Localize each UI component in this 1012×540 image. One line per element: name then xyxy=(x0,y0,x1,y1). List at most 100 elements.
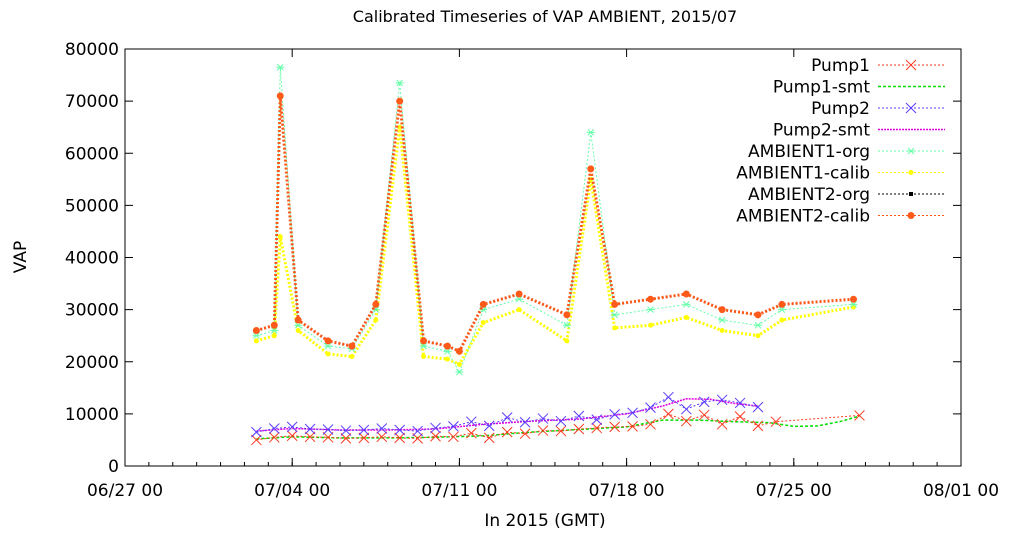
point-pump1 xyxy=(465,427,477,439)
point-pump2 xyxy=(609,409,621,420)
point-pump1 xyxy=(286,430,298,442)
point-pump2 xyxy=(627,407,638,419)
point-ambient1-calib xyxy=(564,338,570,344)
series-pump1 xyxy=(251,408,865,446)
point-pump1 xyxy=(716,418,728,430)
point-pump2 xyxy=(448,421,459,432)
point-pump1 xyxy=(591,422,603,434)
point-pump2 xyxy=(430,422,441,434)
point-pump1 xyxy=(555,425,567,437)
point-pump2 xyxy=(358,424,370,436)
point-ambient1-calib xyxy=(349,354,355,360)
point-ambient1-calib xyxy=(683,314,689,320)
legend-label-ambient2-org: AMBIENT2-org xyxy=(748,185,870,205)
series-ambient2-calib xyxy=(252,92,858,355)
point-pump1 xyxy=(394,432,406,444)
legend-marker-pump1 xyxy=(905,59,917,71)
point-pump2 xyxy=(304,423,316,435)
point-ambient2-calib xyxy=(324,337,332,345)
point-ambient1-calib xyxy=(647,322,653,328)
point-ambient1-org xyxy=(682,301,691,308)
point-ambient2-calib xyxy=(682,290,690,298)
y-tick-label: 30000 xyxy=(65,301,119,321)
point-pump2 xyxy=(465,416,477,428)
point-pump2 xyxy=(645,402,656,413)
series-line-pump2-smt xyxy=(256,398,759,432)
legend-label-pump1: Pump1 xyxy=(811,56,870,76)
point-ambient2-calib xyxy=(252,326,260,334)
point-ambient2-calib xyxy=(479,300,487,308)
point-ambient1-org xyxy=(419,342,428,350)
point-pump2 xyxy=(483,420,495,432)
point-pump1 xyxy=(645,418,656,430)
point-ambient1-calib xyxy=(779,317,785,323)
point-ambient2-calib xyxy=(294,316,302,324)
point-ambient1-calib xyxy=(325,351,331,357)
y-tick-label: 50000 xyxy=(65,196,119,216)
point-pump1 xyxy=(340,433,352,444)
point-pump1 xyxy=(734,411,746,422)
point-ambient1-calib xyxy=(444,356,450,362)
point-ambient1-org xyxy=(324,342,333,350)
point-pump2 xyxy=(573,410,585,422)
point-pump2 xyxy=(412,425,423,437)
point-ambient2-calib xyxy=(515,290,523,298)
point-ambient2-calib xyxy=(455,347,463,355)
point-pump1 xyxy=(752,420,764,432)
point-pump2 xyxy=(716,394,728,406)
point-ambient2-calib xyxy=(270,321,278,329)
point-pump1 xyxy=(680,415,692,427)
point-pump1 xyxy=(663,408,674,420)
legend-label-pump2-smt: Pump2-smt xyxy=(773,121,870,141)
point-pump1 xyxy=(430,430,441,442)
x-tick-label: 07/18 00 xyxy=(589,481,665,501)
point-ambient2-calib xyxy=(718,306,726,314)
point-ambient2-calib xyxy=(563,311,571,319)
point-pump1 xyxy=(268,431,280,443)
point-pump1 xyxy=(251,434,262,446)
legend-marker-ambient1-calib xyxy=(908,170,914,175)
point-pump2 xyxy=(591,414,603,425)
point-ambient1-org xyxy=(276,63,285,71)
point-pump2 xyxy=(376,423,388,434)
x-tick-label: 08/01 00 xyxy=(923,481,999,501)
point-ambient1-calib xyxy=(516,307,522,313)
legend-label-ambient1-calib: AMBIENT1-calib xyxy=(736,164,870,184)
point-ambient2-calib xyxy=(850,295,858,303)
point-ambient1-org xyxy=(718,316,727,324)
point-ambient1-org xyxy=(849,301,858,308)
point-ambient1-org xyxy=(777,306,786,313)
point-pump1 xyxy=(627,421,638,432)
point-pump1 xyxy=(609,421,621,433)
series-pump2 xyxy=(251,391,764,438)
legend-label-pump2: Pump2 xyxy=(811,99,870,119)
point-pump2 xyxy=(286,421,298,433)
series-ambient1-calib xyxy=(253,124,857,367)
point-ambient1-calib xyxy=(612,325,618,331)
point-pump1 xyxy=(304,431,316,443)
y-tick-label: 40000 xyxy=(65,249,119,269)
series-layer xyxy=(251,63,865,446)
point-ambient2-calib xyxy=(372,300,380,308)
point-ambient1-calib xyxy=(851,304,857,310)
series-line-ambient1-org xyxy=(256,67,854,374)
point-ambient2-calib xyxy=(611,300,619,308)
point-pump1 xyxy=(770,416,782,428)
legend-label-ambient2-calib: AMBIENT2-calib xyxy=(736,207,870,227)
y-axis-label: VAP xyxy=(11,241,31,273)
point-ambient1-calib xyxy=(755,333,761,339)
point-pump2 xyxy=(501,412,513,423)
x-tick-label: 07/11 00 xyxy=(421,481,497,501)
point-ambient2-calib xyxy=(396,97,404,105)
point-ambient2-calib xyxy=(443,342,451,350)
x-tick-label: 07/25 00 xyxy=(756,481,832,501)
point-pump2 xyxy=(340,425,352,436)
point-ambient1-org xyxy=(586,129,595,136)
point-ambient1-org xyxy=(753,321,762,329)
point-pump1 xyxy=(501,426,513,438)
y-tick-label: 60000 xyxy=(65,144,119,164)
point-ambient1-calib xyxy=(456,361,462,367)
legend: Pump1Pump1-smtPump2Pump2-smtAMBIENT1-org… xyxy=(736,56,945,227)
point-pump2 xyxy=(322,424,334,435)
legend-marker-pump2 xyxy=(905,102,917,114)
